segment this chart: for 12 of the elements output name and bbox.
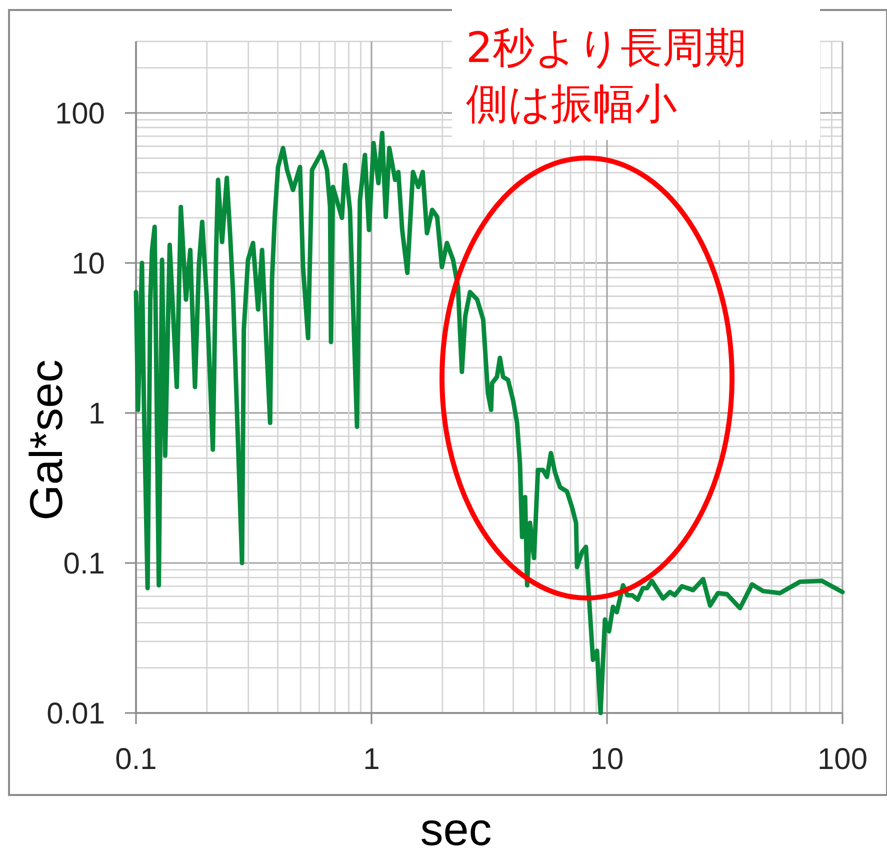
y-tick-label: 10	[72, 247, 105, 280]
y-tick-label: 0.1	[63, 547, 105, 580]
y-tick-label: 1	[88, 397, 105, 430]
x-tick-label: 100	[817, 743, 868, 776]
x-axis-title: sec	[420, 803, 492, 851]
x-tick-label: 10	[590, 743, 624, 776]
annotation: 2秒より長周期側は振幅小	[466, 23, 747, 128]
y-axis-title: Gal*sec	[20, 359, 72, 521]
y-tick-label: 100	[54, 97, 105, 130]
y-tick-label: 0.01	[46, 698, 105, 730]
x-tick-label: 1	[363, 743, 380, 776]
x-tick-label: 0.1	[115, 743, 157, 776]
